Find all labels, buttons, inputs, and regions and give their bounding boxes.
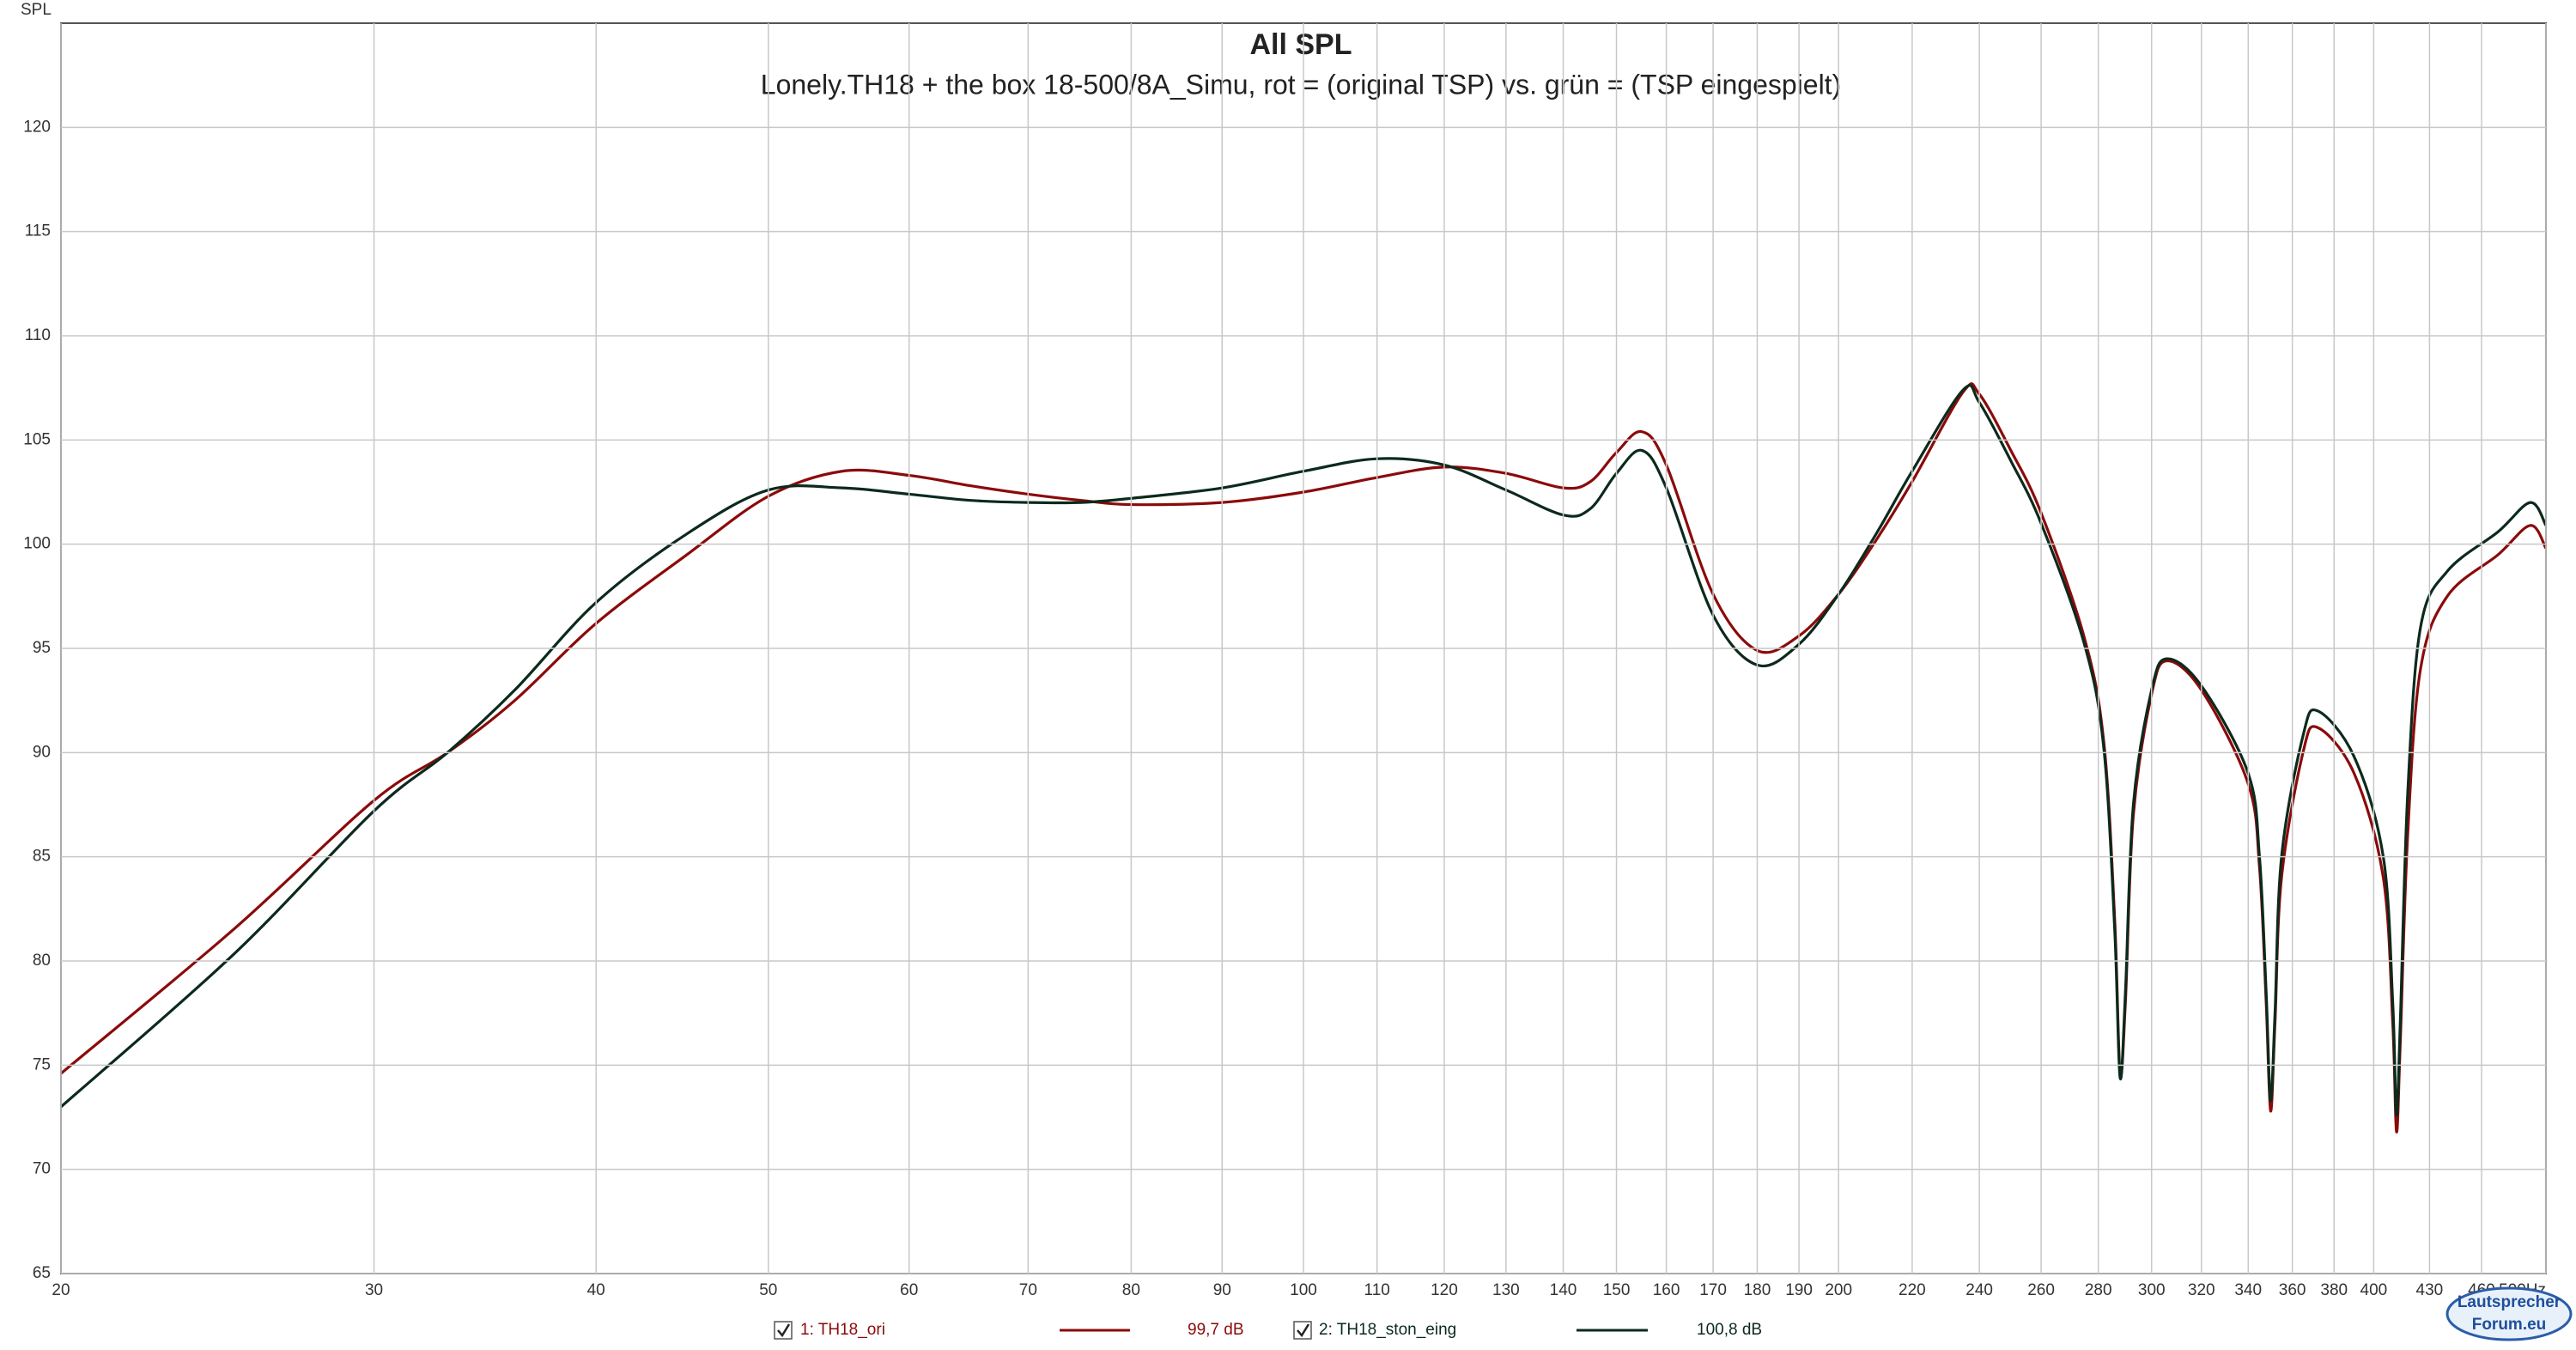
y-tick-label: 80 xyxy=(33,952,51,970)
x-tick-label: 170 xyxy=(1699,1281,1727,1299)
x-tick-label: 100 xyxy=(1290,1281,1317,1299)
legend-label: 1: TH18_ori xyxy=(800,1321,885,1339)
x-tick-label: 280 xyxy=(2085,1281,2112,1299)
x-tick-label: 190 xyxy=(1785,1281,1813,1299)
series-group xyxy=(61,382,2546,1134)
x-tick-label: 320 xyxy=(2188,1281,2215,1299)
x-tick-label: 240 xyxy=(1965,1281,1993,1299)
x-tick-label: 110 xyxy=(1364,1281,1390,1299)
logo-badge xyxy=(2445,1286,2573,1341)
x-tick-label: 50 xyxy=(759,1281,777,1299)
x-tick-label: 160 xyxy=(1653,1281,1680,1299)
x-tick-label: 260 xyxy=(2027,1281,2055,1299)
x-tick-label: 120 xyxy=(1431,1281,1458,1299)
x-tick-label: 140 xyxy=(1550,1281,1577,1299)
y-tick-label: 95 xyxy=(33,639,51,657)
x-tick-label: 70 xyxy=(1019,1281,1037,1299)
x-tick-label: 400 xyxy=(2360,1281,2388,1299)
series-line xyxy=(61,384,2546,1117)
y-tick-label: 90 xyxy=(33,743,51,761)
x-tick-label: 90 xyxy=(1213,1281,1231,1299)
x-tick-label: 150 xyxy=(1603,1281,1631,1299)
y-tick-label: 110 xyxy=(25,326,51,344)
x-tick-label: 220 xyxy=(1899,1281,1926,1299)
logo-text: Forum.eu xyxy=(2472,1316,2547,1334)
y-axis-label: SPL xyxy=(21,1,52,19)
x-tick-label: 340 xyxy=(2234,1281,2262,1299)
x-tick-label: 180 xyxy=(1744,1281,1771,1299)
x-tick-label: 300 xyxy=(2138,1281,2166,1299)
y-tick-label: 75 xyxy=(33,1055,51,1073)
x-tick-label: 360 xyxy=(2279,1281,2306,1299)
x-tick-label: 430 xyxy=(2416,1281,2444,1299)
x-tick-label: 80 xyxy=(1122,1281,1140,1299)
logo: Lautsprecher Forum.eu xyxy=(2445,1286,2573,1341)
legend-check xyxy=(1297,1323,1310,1338)
series-line xyxy=(61,382,2546,1134)
x-tick-label: 200 xyxy=(1825,1281,1852,1299)
chart-title: All SPL xyxy=(1249,28,1352,61)
y-tick-label: 115 xyxy=(25,222,51,240)
legend-level: 100,8 dB xyxy=(1697,1321,1762,1339)
x-tick-label: 30 xyxy=(365,1281,383,1299)
legend-label: 2: TH18_ston_eing xyxy=(1319,1321,1456,1339)
logo-text: Lautsprecher xyxy=(2458,1293,2561,1311)
x-tick-label: 40 xyxy=(587,1281,605,1299)
x-tick-label: 20 xyxy=(52,1281,70,1299)
y-tick-label: 120 xyxy=(23,118,51,136)
legend-check xyxy=(777,1323,791,1338)
y-tick-label: 105 xyxy=(23,430,51,448)
x-tick-label: 60 xyxy=(900,1281,918,1299)
x-tick-label: 130 xyxy=(1492,1281,1520,1299)
y-tick-label: 65 xyxy=(33,1264,51,1282)
y-tick-label: 70 xyxy=(33,1160,51,1178)
x-tick-label: 380 xyxy=(2320,1281,2348,1299)
y-tick-label: 100 xyxy=(23,535,51,553)
legend-level: 99,7 dB xyxy=(1188,1321,1244,1339)
y-tick-label: 85 xyxy=(33,848,51,866)
chart-subtitle: Lonely.TH18 + the box 18-500/8A_Simu, ro… xyxy=(761,69,1841,100)
